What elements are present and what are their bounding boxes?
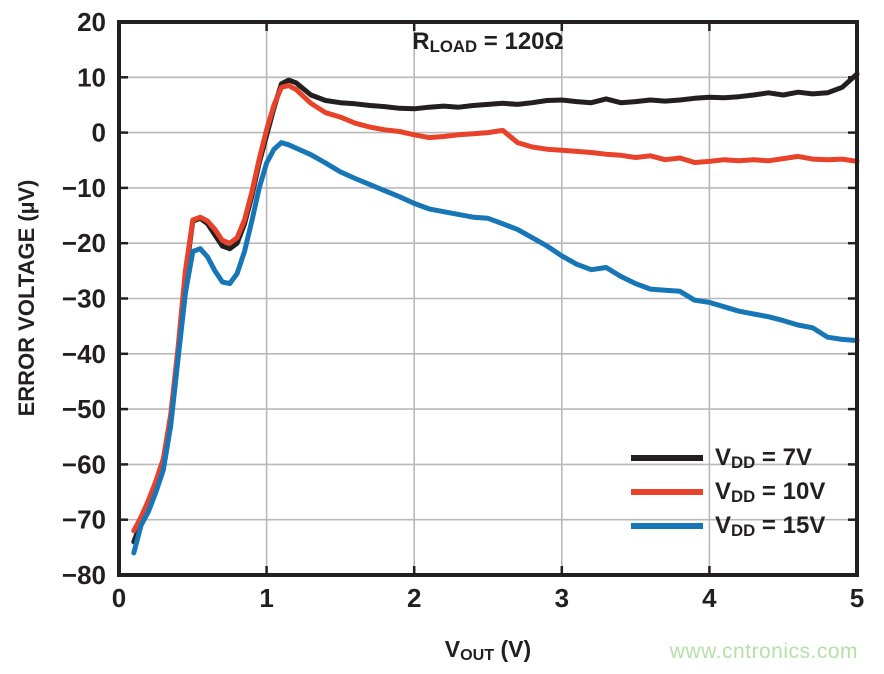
x-label-prefix: V xyxy=(444,636,461,662)
y-tick-label: 0 xyxy=(92,118,106,148)
y-tick-label: −20 xyxy=(62,228,106,258)
y-tick-label: −70 xyxy=(62,505,106,535)
x-label-units: (V) xyxy=(494,636,532,662)
legend-label-vdd-10v: VDD = 10V xyxy=(715,477,826,506)
legend: VDD = 7V VDD = 10V VDD = 15V xyxy=(631,443,826,540)
x-tick-label: 1 xyxy=(259,583,273,613)
x-label-subscript: OUT xyxy=(460,645,495,664)
x-tick-label: 2 xyxy=(407,583,421,613)
series-line-vdd-15v xyxy=(131,140,860,556)
x-tick-label: 4 xyxy=(702,583,717,613)
legend-item-vdd-7v: VDD = 7V xyxy=(631,443,825,472)
annotation-prefix: R xyxy=(412,28,430,55)
legend-label-vdd-15v: VDD = 15V xyxy=(715,511,826,540)
y-tick-label: −40 xyxy=(62,339,106,369)
legend-line-swatch-blue xyxy=(631,523,703,529)
annotation-subscript: LOAD xyxy=(429,37,478,57)
x-axis-label: VOUT (V) xyxy=(119,636,857,665)
legend-line-swatch-red xyxy=(631,489,703,495)
legend-item-vdd-10v: VDD = 10V xyxy=(631,477,826,506)
legend-line-swatch-black xyxy=(631,455,703,461)
y-tick-label: −80 xyxy=(62,560,106,590)
y-tick-label: −30 xyxy=(62,284,106,314)
y-tick-label: 20 xyxy=(77,7,106,37)
series-line-vdd-10v xyxy=(131,83,860,534)
rload-annotation: RLOAD = 120Ω xyxy=(119,28,857,57)
y-tick-label: −10 xyxy=(62,173,106,203)
y-tick-label: −50 xyxy=(62,394,106,424)
legend-item-vdd-15v: VDD = 15V xyxy=(631,511,826,540)
legend-label-vdd-7v: VDD = 7V xyxy=(715,443,812,472)
y-tick-label: 10 xyxy=(77,62,106,92)
y-tick-label: −60 xyxy=(62,449,106,479)
annotation-value: = 120Ω xyxy=(477,28,564,55)
y-axis-label: ERROR VOLTAGE (µV) xyxy=(14,179,39,417)
x-tick-label: 0 xyxy=(112,583,126,613)
x-tick-label: 3 xyxy=(555,583,569,613)
watermark: www.cntronics.com xyxy=(669,640,858,663)
x-tick-label: 5 xyxy=(850,583,864,613)
